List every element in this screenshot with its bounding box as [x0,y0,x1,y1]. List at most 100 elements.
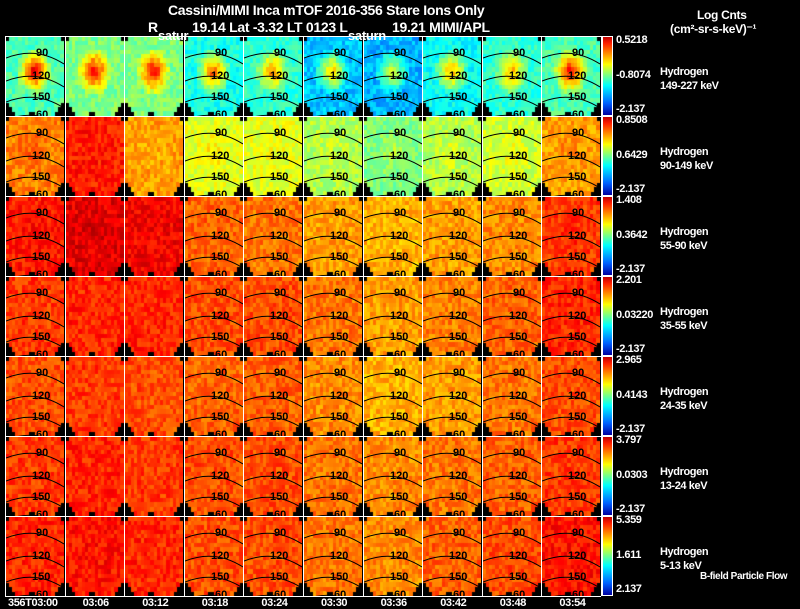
contour-label: 150 [330,331,348,343]
heatmap-panel: 90 120 150 60 [363,117,422,196]
heatmap-panel [65,37,124,116]
heatmap-panel: 90 120 150 60 [6,117,64,196]
contour-overlay: 90 120 150 60 [304,287,362,356]
contour-label: 60 [36,349,48,356]
contour-label: 60 [513,349,525,356]
heatmap-panel: 90 120 150 60 [482,37,541,116]
contour-line [244,256,303,269]
contour-line [554,194,578,196]
contour-label: 90 [215,207,227,219]
contour-label: 120 [390,70,408,82]
contour-line [184,96,243,109]
energy-label: 35-55 keV [660,320,708,332]
contour-line [6,315,64,328]
contour-overlay: 90 120 150 60 [6,447,64,516]
heatmap-panel: 90 120 150 60 [482,197,541,276]
contour-label: 60 [513,589,525,596]
contour-label: 150 [509,251,527,263]
contour-line [304,416,362,429]
contour-line [542,212,601,225]
contour-label: 90 [36,287,48,299]
contour-line [304,212,362,225]
colorbar-mid: 0.6429 [616,149,648,161]
heatmap-panel: 90 120 150 60 [363,277,422,356]
contour-label: 60 [572,589,584,596]
contour-line [363,155,422,168]
contour-line [256,594,280,596]
contour-line [315,354,340,356]
contour-label: 90 [572,127,584,139]
contour-label: 150 [32,491,50,503]
contour-label: 90 [513,127,525,139]
contour-overlay: 90 120 150 60 [184,287,243,356]
contour-label: 120 [32,390,50,402]
colorbar [602,516,613,596]
contour-label: 60 [36,509,48,516]
contour-label: 90 [334,127,346,139]
contour-line [244,235,303,248]
energy-label: 24-35 keV [660,400,708,412]
contour-label: 120 [449,470,467,482]
contour-line [6,576,64,589]
heatmap-panel: 90 120 150 60 [304,277,362,356]
contour-label: 60 [572,349,584,356]
contour-label: 90 [572,47,584,59]
contour-label: 120 [509,390,527,402]
contour-line [423,212,482,225]
contour-label: 120 [211,150,229,162]
contour-line [542,132,601,145]
contour-label: 120 [568,310,586,322]
contour-label: 90 [453,287,465,299]
contour-line [482,315,541,328]
species-label: Hydrogen [660,306,709,318]
contour-line [435,354,459,356]
contour-line [554,354,578,356]
contour-line [244,132,303,145]
grid-line [5,36,6,596]
grid-line [243,36,245,596]
contour-line [363,336,422,349]
contour-line [363,576,422,589]
contour-label: 90 [572,527,584,539]
contour-line [184,315,243,328]
heatmap-cells [65,357,124,436]
contour-line [244,475,303,488]
contour-line [423,52,482,65]
overlay-saturn: saturn [348,28,386,43]
contour-overlay: 90 120 150 60 [482,367,541,436]
grid-line [601,36,602,596]
contour-label: 60 [36,109,48,116]
contour-line [542,336,601,349]
contour-overlay: 90 120 150 60 [423,527,482,596]
heatmap-panel [65,517,124,596]
heatmap-cells [65,37,124,116]
contour-line [542,315,601,328]
contour-line [542,496,601,509]
contour-line [6,96,64,109]
contour-label: 150 [211,571,229,583]
contour-label: 90 [334,447,346,459]
contour-line [184,452,243,465]
contour-label: 60 [274,189,286,196]
colorbar-min: 2.137 [616,583,642,595]
contour-label: 60 [334,349,346,356]
contour-label: 120 [449,230,467,242]
x-tick-label: 356T03:00 [8,597,58,609]
contour-line [184,52,243,65]
contour-line [482,496,541,509]
contour-line [244,96,303,109]
contour-overlay: 90 120 150 60 [423,447,482,516]
heatmap-panel: 90 120 150 60 [184,117,243,196]
heatmap-panel: 90 120 150 60 [542,117,601,196]
contour-line [363,235,422,248]
contour-label: 120 [32,550,50,562]
contour-line [244,395,303,408]
contour-line [423,475,482,488]
contour-line [184,212,243,225]
heatmap-panel: 90 120 150 60 [423,117,482,196]
contour-label: 90 [274,207,286,219]
contour-line [256,514,280,516]
grid-line [5,356,601,357]
contour-line [6,52,64,65]
heatmap-panel: 90 120 150 60 [482,277,541,356]
